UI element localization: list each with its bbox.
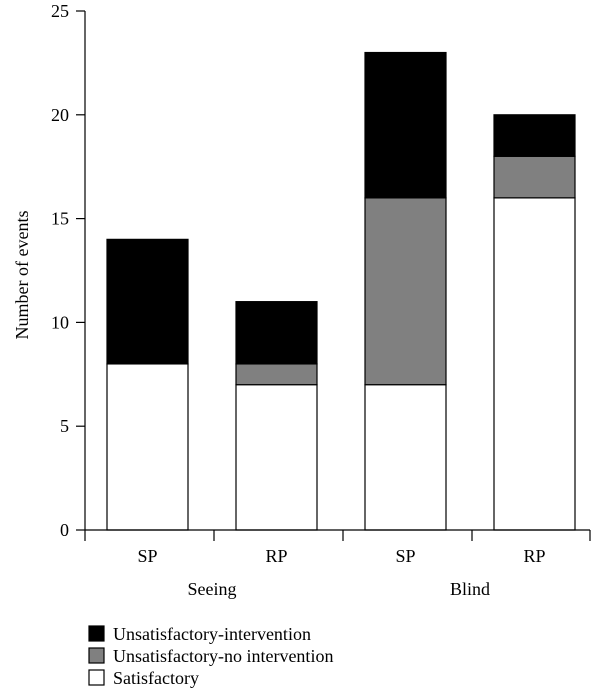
bar-segment — [364, 51, 447, 199]
axes-layer: 0 5 10 15 20 25 SP RP SP RP Seeing Blind — [51, 1, 591, 599]
x-category-label: RP — [265, 546, 287, 566]
y-tick-label: 20 — [51, 105, 69, 125]
bar-segment — [106, 238, 189, 365]
x-category-label: SP — [395, 546, 415, 566]
bar-segment — [106, 363, 189, 531]
x-category-label: SP — [137, 546, 157, 566]
legend-label: Unsatisfactory-no intervention — [113, 646, 333, 666]
bar-segment — [235, 384, 318, 531]
y-tick-label: 5 — [60, 416, 69, 436]
legend-swatch — [88, 669, 105, 686]
bar-segment — [235, 363, 318, 386]
legend-swatch — [88, 647, 105, 664]
bar-segment — [493, 114, 576, 157]
x-group-label: Blind — [450, 579, 490, 599]
y-tick-label: 25 — [51, 1, 69, 21]
bar-segment — [235, 301, 318, 365]
bar-segment — [493, 155, 576, 199]
legend-label: Satisfactory — [113, 668, 199, 688]
bar-segment — [364, 197, 447, 386]
x-category-label: RP — [523, 546, 545, 566]
bar-segment — [364, 384, 447, 531]
legend: Unsatisfactory-interventionUnsatisfactor… — [88, 624, 333, 688]
y-tick-label: 0 — [60, 520, 69, 540]
y-axis-title: Number of events — [12, 211, 32, 340]
legend-label: Unsatisfactory-intervention — [113, 624, 311, 644]
x-group-label: Seeing — [188, 579, 237, 599]
bar-segment — [493, 197, 576, 531]
y-tick-label: 10 — [51, 312, 69, 332]
bars-layer — [106, 51, 576, 531]
y-tick-label: 15 — [51, 209, 69, 229]
legend-swatch — [88, 625, 105, 642]
